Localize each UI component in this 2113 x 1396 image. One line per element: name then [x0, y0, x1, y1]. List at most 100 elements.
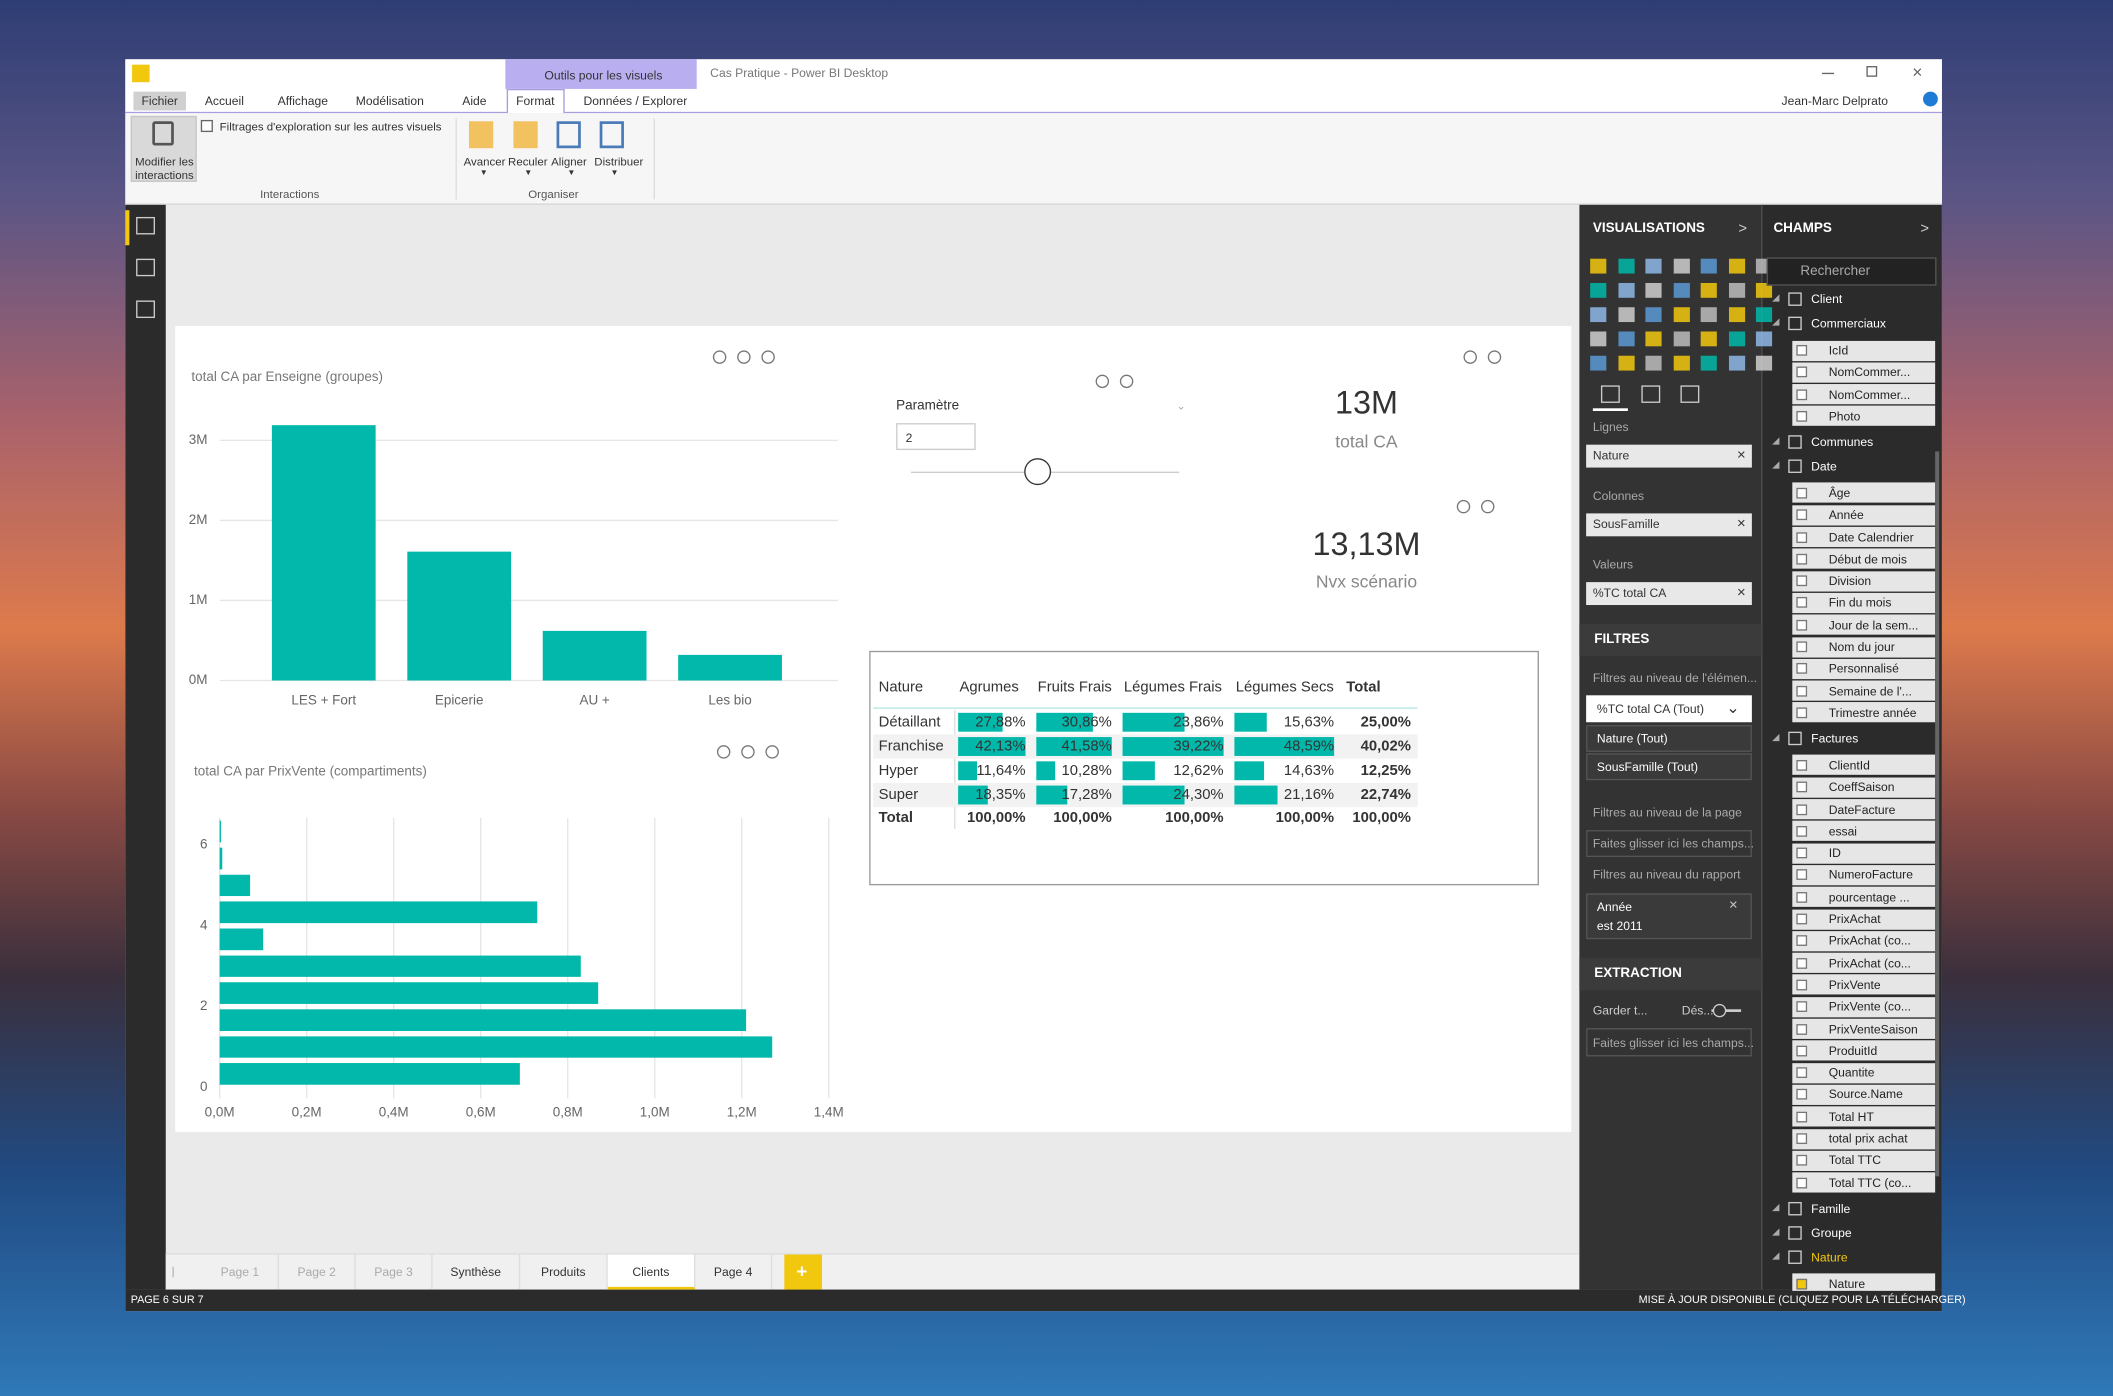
viz-icon[interactable]	[1590, 355, 1607, 371]
well-box[interactable]	[1586, 444, 1752, 468]
checkbox[interactable]	[1796, 759, 1808, 771]
viz-icon[interactable]	[1755, 307, 1773, 323]
checkbox[interactable]	[1796, 957, 1808, 969]
field-name[interactable]: Trimestre année	[1828, 705, 1917, 720]
field-name[interactable]: Jour de la sem...	[1828, 618, 1919, 632]
viz-icon[interactable]	[1700, 282, 1717, 298]
field-box[interactable]	[1792, 974, 1936, 995]
field-box[interactable]	[1792, 1128, 1936, 1149]
field-box[interactable]	[1792, 614, 1936, 635]
field-box[interactable]	[1792, 908, 1936, 930]
pane-chevron[interactable]: >	[1738, 220, 1748, 238]
field-box[interactable]	[1792, 864, 1936, 886]
field-name[interactable]: Début de mois	[1828, 552, 1907, 566]
field-name[interactable]: Photo	[1828, 409, 1861, 423]
remove[interactable]: ×	[1728, 897, 1738, 914]
checkbox[interactable]	[1796, 531, 1808, 543]
add-page[interactable]	[784, 1254, 823, 1290]
checkbox[interactable]	[1796, 781, 1808, 793]
field-table[interactable]: Commerciaux	[1811, 316, 1886, 331]
well-box[interactable]	[1586, 513, 1752, 537]
search-box[interactable]	[1766, 257, 1937, 286]
field-box[interactable]	[1792, 1062, 1936, 1083]
viz-icon[interactable]	[1673, 307, 1690, 323]
checkbox[interactable]	[1796, 891, 1808, 903]
field-name[interactable]: ClientId	[1828, 758, 1870, 772]
viz-icon[interactable]	[1700, 307, 1717, 323]
field-box[interactable]	[1792, 952, 1936, 974]
page-tab[interactable]: Page 3	[356, 1254, 433, 1290]
field-name[interactable]: PrixAchat (co...	[1828, 934, 1911, 948]
field-name[interactable]: PrixVenteSaison	[1828, 1022, 1918, 1036]
checkbox[interactable]	[1796, 1155, 1808, 1166]
field-name[interactable]: essai	[1828, 824, 1858, 838]
visual-header-icon[interactable]	[1456, 499, 1471, 514]
field-name[interactable]: Total TTC	[1828, 1153, 1882, 1168]
checkbox[interactable]	[1796, 1278, 1808, 1290]
field-name[interactable]: Nom du jour	[1828, 640, 1895, 654]
field-table[interactable]: Client	[1811, 292, 1843, 306]
checkbox[interactable]	[1796, 979, 1808, 991]
field-box[interactable]	[1792, 842, 1936, 864]
field-name[interactable]: NomCommer...	[1828, 365, 1911, 380]
visual-header-icon[interactable]	[1481, 499, 1495, 514]
field-box[interactable]	[1792, 1106, 1936, 1127]
visual-header-icon[interactable]	[712, 350, 727, 364]
arrange-button[interactable]: Reculer	[508, 154, 548, 169]
field-table[interactable]: Factures	[1811, 731, 1859, 746]
checkbox[interactable]	[1796, 1111, 1808, 1123]
viz-icon[interactable]	[1755, 355, 1773, 371]
field-box[interactable]	[1792, 930, 1936, 952]
filter-card[interactable]	[1586, 753, 1752, 781]
ribbon-tab[interactable]: Aide	[462, 94, 487, 108]
field-name[interactable]: PrixAchat (co...	[1828, 956, 1911, 970]
arrange-button[interactable]: Aligner	[551, 154, 587, 169]
visual-header-icon[interactable]	[716, 745, 731, 759]
visual-header-icon[interactable]	[737, 350, 751, 364]
filter-card[interactable]	[1586, 893, 1752, 940]
viz-icon[interactable]	[1590, 282, 1607, 298]
well-box[interactable]	[1586, 582, 1752, 606]
checkbox[interactable]	[1796, 619, 1808, 631]
filter-card[interactable]	[1586, 695, 1752, 723]
field-name[interactable]: Nature	[1828, 1276, 1866, 1291]
viz-icon[interactable]	[1728, 282, 1745, 298]
expander[interactable]: ◢	[1772, 1251, 1780, 1261]
page-tab[interactable]: Page 1	[202, 1254, 279, 1290]
viz-icon[interactable]	[1728, 355, 1745, 371]
field-box[interactable]	[1792, 702, 1936, 723]
field-box[interactable]	[1792, 755, 1936, 776]
expander[interactable]: ◢	[1772, 732, 1780, 743]
viz-icon[interactable]	[1728, 258, 1745, 274]
viz-icon[interactable]	[1673, 331, 1690, 347]
visual-header-icon[interactable]	[1487, 350, 1502, 364]
viz-icon[interactable]	[1673, 282, 1690, 298]
checkbox[interactable]	[1796, 1067, 1808, 1079]
expander[interactable]: ◢	[1772, 1227, 1780, 1237]
visual-header-icon[interactable]	[741, 745, 755, 759]
checkbox[interactable]	[1796, 388, 1808, 400]
nav-icon[interactable]	[136, 258, 155, 277]
field-name[interactable]: ProduitId	[1828, 1044, 1878, 1058]
field-box[interactable]	[1792, 548, 1936, 570]
checkbox[interactable]	[1796, 847, 1808, 859]
field-name[interactable]: CoeffSaison	[1828, 780, 1895, 794]
viz-icon[interactable]	[1728, 307, 1745, 323]
field-box[interactable]	[1792, 482, 1936, 504]
field-name[interactable]: Quantite	[1828, 1065, 1875, 1080]
field-name[interactable]: IcId	[1828, 343, 1849, 358]
field-table[interactable]: Communes	[1811, 435, 1874, 449]
ribbon-tab[interactable]: Données / Explorer	[583, 94, 688, 108]
field-name[interactable]: total prix achat	[1828, 1131, 1908, 1146]
visual-header-icon[interactable]	[761, 350, 775, 364]
arrange-button[interactable]: Avancer	[463, 154, 506, 169]
field-box[interactable]	[1792, 636, 1936, 657]
field-box[interactable]	[1792, 821, 1936, 842]
viz-icon[interactable]	[1617, 331, 1634, 347]
checkbox[interactable]	[1796, 344, 1808, 356]
field-box[interactable]	[1792, 1040, 1936, 1061]
checkbox[interactable]	[1796, 641, 1808, 653]
viz-icon[interactable]	[1645, 258, 1662, 274]
checkbox[interactable]	[1796, 509, 1808, 521]
checkbox[interactable]	[1796, 869, 1808, 881]
